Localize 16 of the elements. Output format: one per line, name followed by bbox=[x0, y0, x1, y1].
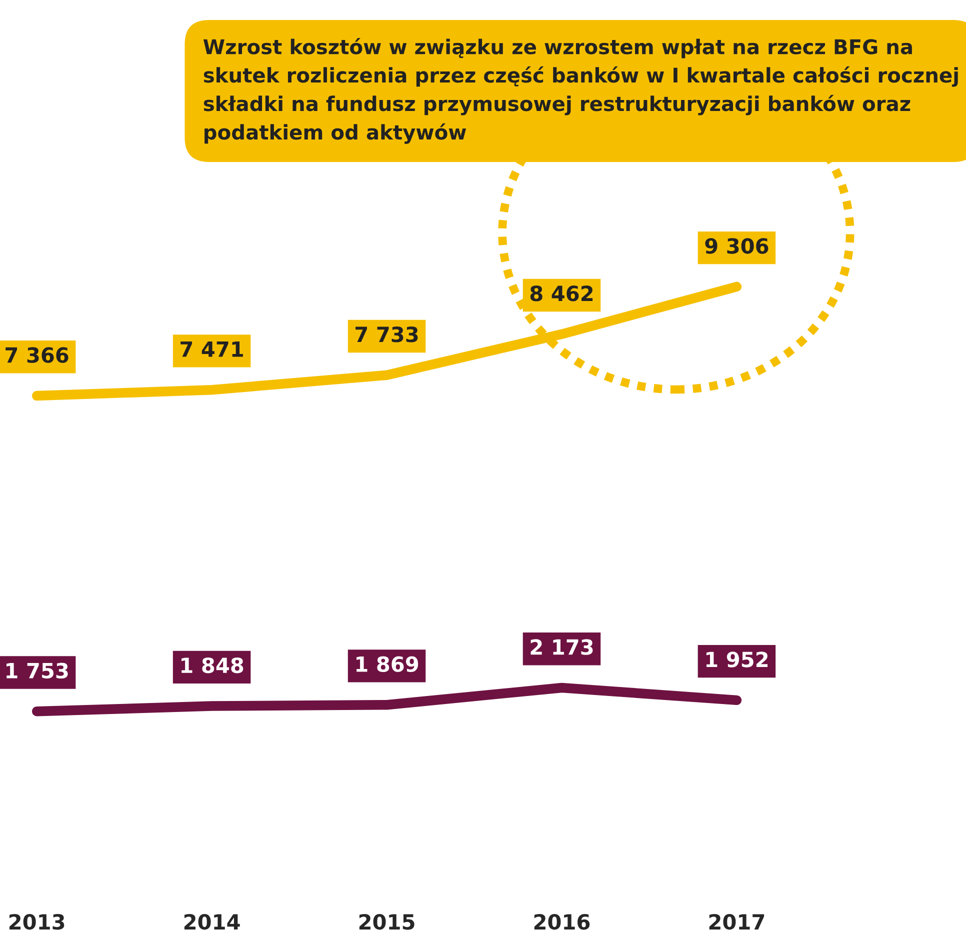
x-tick-label: 2017 bbox=[709, 914, 764, 930]
x-tick-label: 2015 bbox=[359, 914, 414, 930]
x-tick-label: 2016 bbox=[534, 914, 590, 930]
x-tick-label: 2014 bbox=[184, 914, 240, 930]
data-label: 1 869 bbox=[356, 656, 418, 672]
data-label: 7 733 bbox=[356, 326, 418, 342]
data-label: 1 952 bbox=[706, 652, 768, 668]
data-label: 8 462 bbox=[530, 286, 593, 302]
data-label: 7 366 bbox=[6, 347, 68, 363]
x-tick-label: 2013 bbox=[9, 914, 64, 930]
data-label: 7 471 bbox=[180, 342, 243, 357]
data-label: 1 848 bbox=[182, 657, 244, 674]
data-label: 9 306 bbox=[705, 238, 768, 254]
data-label: 2 173 bbox=[530, 639, 593, 655]
data-label: 1 753 bbox=[6, 662, 68, 679]
text: Wzrost kosztów w związku ze wzrostem wpłat na rzecz BFG na skutek rozliczenia przez część banków w I kwartale całości rocznej składki na fundusz przymusowej restrukturyzacji banków oraz podatkiem od aktywów bbox=[203, 38, 958, 144]
